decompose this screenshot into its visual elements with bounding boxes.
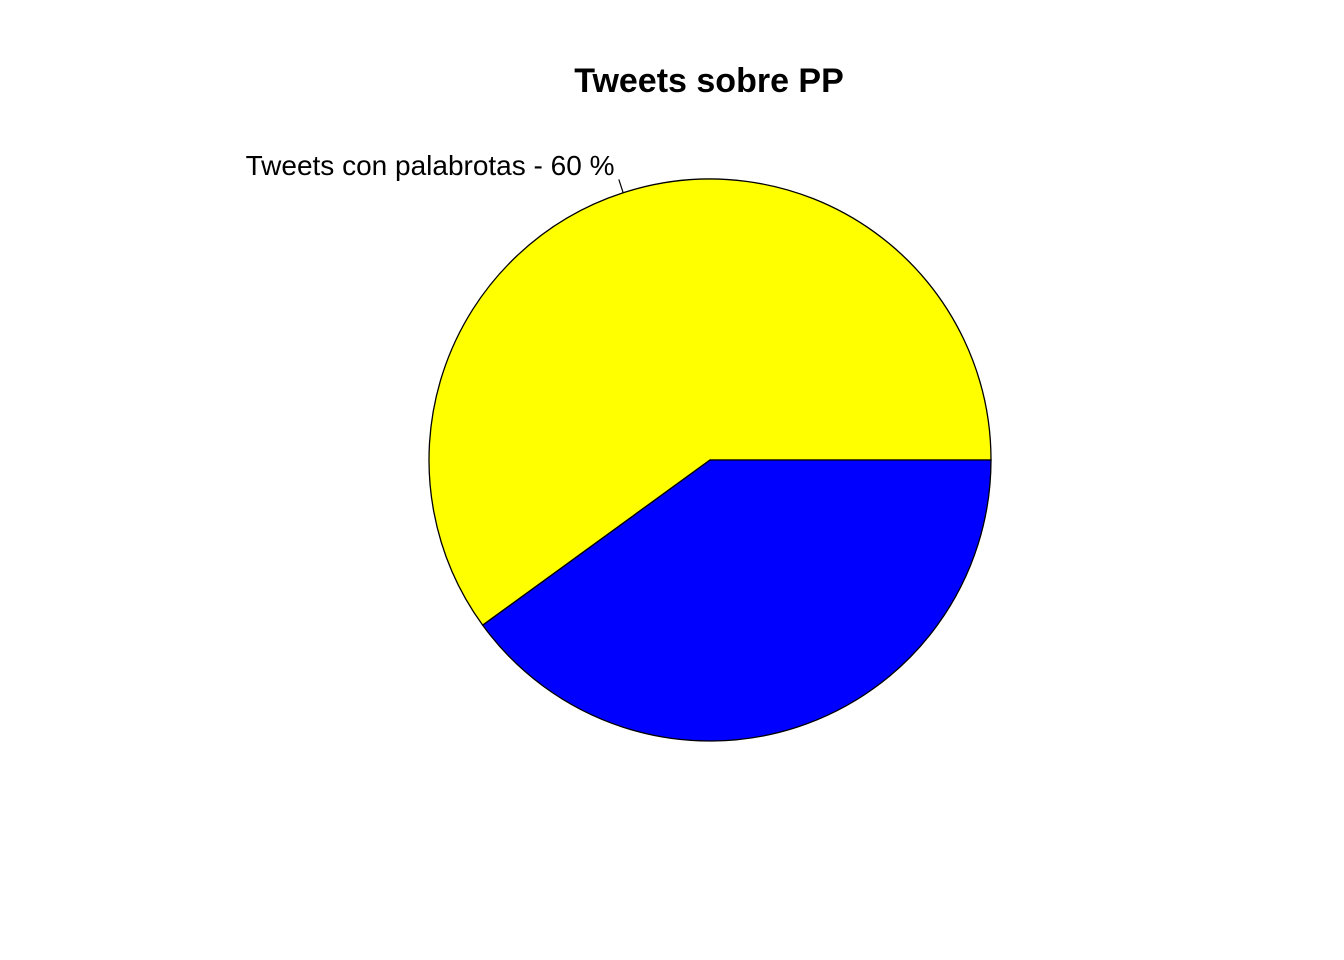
pie-slice-label-0: Tweets con palabrotas - 60 %	[246, 150, 615, 181]
pie-label-tick-0	[618, 179, 624, 193]
pie-slice-1	[481, 459, 992, 742]
pie-slices	[428, 178, 992, 742]
pie-labels: Tweets con palabrotas - 60 %	[246, 150, 624, 193]
pie-slice-0	[428, 178, 992, 627]
chart-title: Tweets sobre PP	[574, 62, 844, 100]
